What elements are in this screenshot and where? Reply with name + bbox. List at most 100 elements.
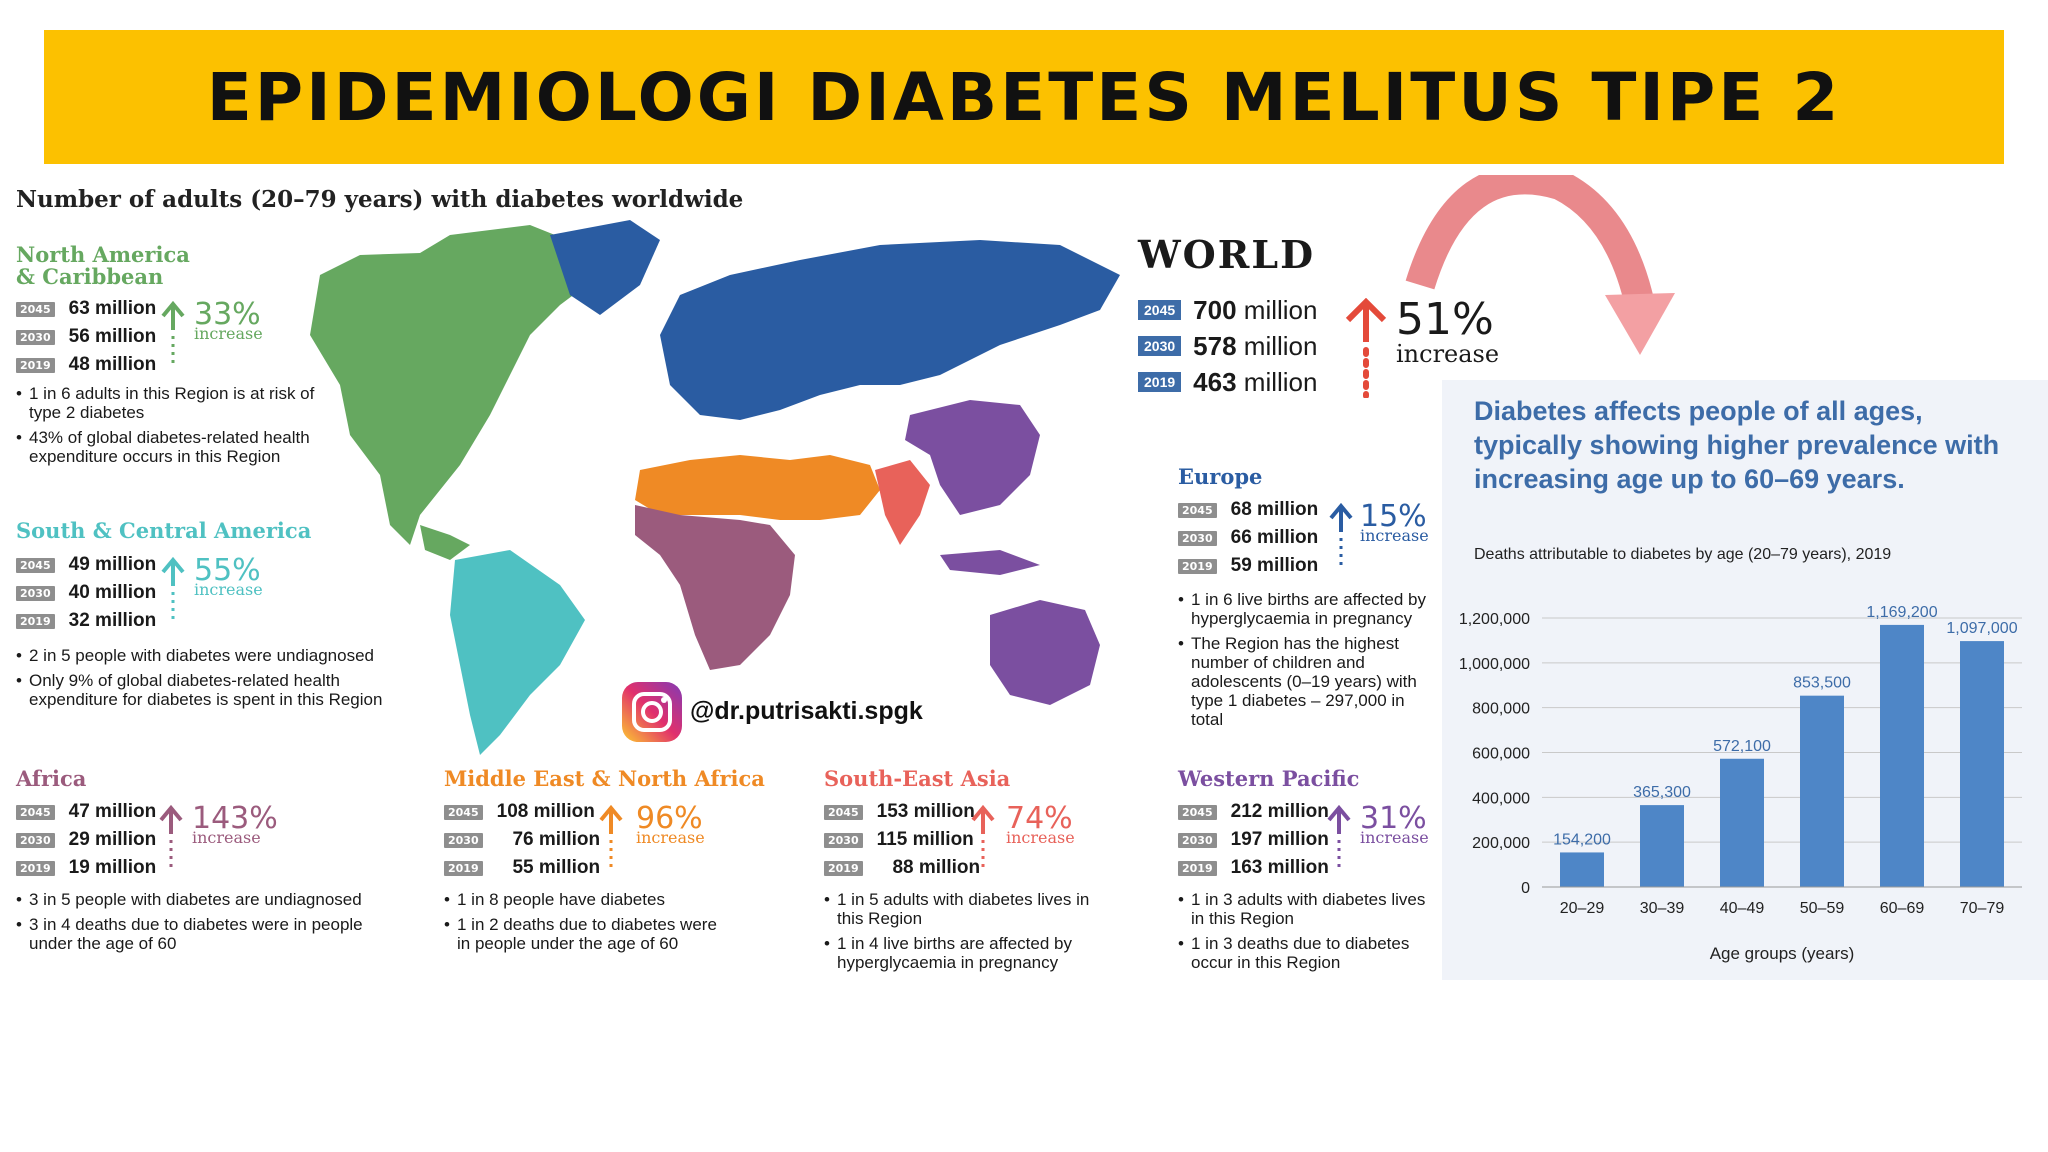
chart-heading: Diabetes affects people of all ages, typ…	[1474, 396, 2000, 494]
unit-label: million	[95, 582, 157, 603]
unit-label: million	[1267, 857, 1329, 878]
bullet-item: 1 in 2 deaths due to diabetes were in pe…	[444, 915, 734, 953]
year-badge: 2030	[16, 329, 55, 345]
wp-bullets: 1 in 3 adults with diabetes lives in thi…	[1178, 890, 1438, 978]
north-america-stats: 2045 63 million 2030 56 million 2019 48 mil…	[16, 295, 156, 379]
stat-value: 108	[496, 801, 529, 822]
bar	[1720, 758, 1764, 887]
world-title: WORLD	[1138, 232, 1316, 277]
unit-label: million	[95, 610, 157, 631]
sea-pct: 74%	[1006, 801, 1073, 836]
unit-label: million	[538, 857, 601, 878]
data-label: 365,300	[1633, 784, 1691, 801]
year-badge: 2019	[824, 860, 863, 876]
year-badge: 2019	[16, 613, 55, 629]
unit-label: million	[95, 554, 157, 575]
y-tick-label: 600,000	[1472, 746, 1530, 763]
stat-value: 19	[68, 857, 90, 878]
bar	[1960, 641, 2004, 887]
year-badge: 2019	[16, 860, 55, 876]
region-title-europe: Europe	[1178, 464, 1263, 489]
europe-bullets: 1 in 6 live births are affected by hyper…	[1178, 590, 1440, 735]
europe-pct-label: increase	[1360, 526, 1429, 545]
mena-pct: 96%	[636, 801, 703, 836]
year-badge: 2030	[824, 832, 863, 848]
bar	[1880, 624, 1924, 887]
sea-stats: 2045 153 million 2030 115 million 2019 88 …	[824, 798, 980, 882]
europe-arrow-icon	[1329, 502, 1353, 570]
instagram-icon	[622, 682, 682, 742]
bullet-item: Only 9% of global diabetes-related healt…	[16, 671, 396, 709]
data-label: 572,100	[1713, 738, 1771, 755]
europe-pct: 15%	[1360, 499, 1427, 534]
unit-label: million	[918, 857, 981, 878]
curved-arrow-icon	[1405, 175, 1675, 355]
year-badge: 2045	[16, 301, 55, 317]
map-australia	[990, 600, 1100, 705]
stat-value: 76	[512, 829, 534, 850]
map-greenland	[550, 220, 660, 315]
world-row-2045: 2045 700 million	[1138, 292, 1317, 328]
bullet-item: 3 in 5 people with diabetes are undiagno…	[16, 890, 396, 909]
y-tick-label: 200,000	[1472, 835, 1530, 852]
bullet-item: 1 in 4 live births are affected by hyper…	[824, 934, 1104, 972]
bullet-item: 1 in 8 people have diabetes	[444, 890, 734, 909]
year-badge: 2045	[444, 804, 483, 820]
map-africa	[635, 505, 795, 670]
year-badge: 2045	[16, 804, 55, 820]
bar	[1640, 805, 1684, 887]
region-title-south-america: South & Central America	[16, 518, 312, 543]
y-tick-label: 1,200,000	[1459, 611, 1530, 628]
mena-arrow-icon	[599, 804, 623, 872]
region-title-sea: South-East Asia	[824, 766, 1011, 791]
unit-label: million	[95, 354, 157, 375]
year-badge: 2019	[1178, 860, 1217, 876]
unit-label: million	[1267, 829, 1329, 850]
world-row-2030: 2030 578 million	[1138, 328, 1317, 364]
stat-value: 55	[512, 857, 534, 878]
stat-value: 212	[1230, 801, 1263, 822]
stat-value: 40	[68, 582, 90, 603]
stat-value: 197	[1230, 829, 1263, 850]
year-badge: 2030	[444, 832, 483, 848]
unit-label: million	[913, 801, 975, 822]
wp-stats: 2045 212 million 2030 197 million 2019 163 …	[1178, 798, 1329, 882]
year-badge: 2030	[1178, 530, 1217, 546]
world-pct: 51%	[1396, 294, 1494, 345]
data-label: 154,200	[1553, 831, 1611, 848]
year-badge: 2045	[1178, 502, 1217, 518]
year-badge: 2045	[824, 804, 863, 820]
unit-label: million	[533, 801, 595, 822]
region-title-north-america: North America & Caribbean	[16, 242, 190, 289]
stat-value: 49	[68, 554, 90, 575]
bullet-item: 1 in 6 live births are affected by hyper…	[1178, 590, 1440, 628]
south-america-arrow-icon	[161, 556, 185, 624]
bullet-item: 3 in 4 deaths due to diabetes were in pe…	[16, 915, 396, 953]
world-value: 700	[1193, 294, 1237, 325]
region-title-africa: Africa	[16, 766, 87, 791]
year-badge: 2019	[16, 357, 55, 373]
stat-value: 115	[876, 829, 908, 850]
data-label: 1,097,000	[1946, 620, 2017, 637]
wp-pct-label: increase	[1360, 828, 1429, 847]
year-badge: 2030	[16, 585, 55, 601]
x-tick-label: 20–29	[1560, 900, 1605, 917]
stat-value: 88	[892, 857, 914, 878]
mena-stats: 2045 108 million 2030 76 million 2019 55 …	[444, 798, 600, 882]
page-title: EPIDEMIOLOGI DIABETES MELITUS TIPE 2	[206, 58, 1842, 136]
y-tick-label: 0	[1521, 880, 1530, 897]
data-label: 1,169,200	[1866, 604, 1937, 621]
wp-arrow-icon	[1327, 804, 1351, 872]
stat-value: 48	[68, 354, 90, 375]
map-mena	[635, 455, 880, 520]
year-badge: 2030	[1138, 336, 1182, 356]
stat-value: 59	[1230, 555, 1252, 576]
x-tick-label: 50–59	[1800, 900, 1845, 917]
bar	[1800, 695, 1844, 887]
unit-label: million	[912, 829, 974, 850]
year-badge: 2045	[16, 557, 55, 573]
unit-label: million	[95, 801, 157, 822]
unit-label: million	[95, 298, 157, 319]
africa-arrow-icon	[159, 804, 183, 872]
south-america-pct-label: increase	[194, 580, 263, 599]
